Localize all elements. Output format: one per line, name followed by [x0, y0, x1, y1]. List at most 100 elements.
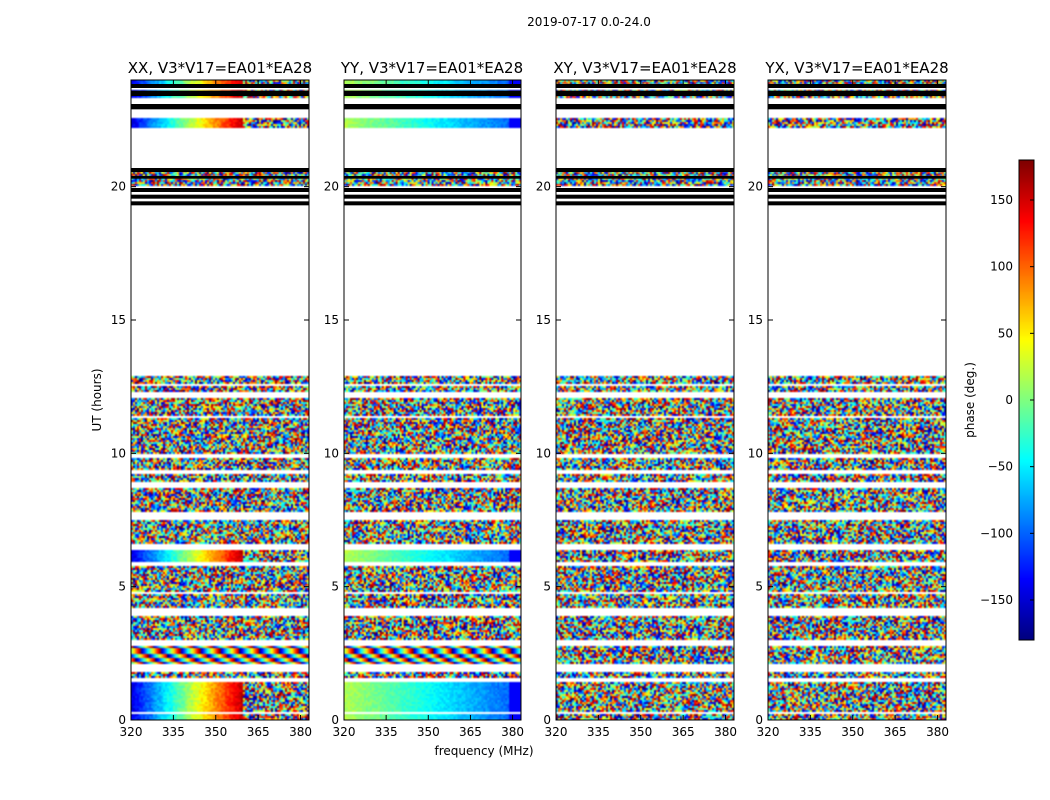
- y-tick-label: 20: [324, 180, 339, 194]
- panel-title-yy: YY, V3*V17=EA01*EA28: [340, 59, 523, 77]
- black-band: [556, 176, 734, 179]
- black-band: [131, 168, 309, 172]
- x-tick-label: 350: [629, 725, 652, 739]
- black-band: [131, 176, 309, 179]
- x-tick-label: 335: [799, 725, 822, 739]
- black-bands-yx: [768, 84, 946, 206]
- panel-xx: XX, V3*V17=EA01*EA28 320 335 350 365 380 0 5 1…: [111, 59, 313, 739]
- x-axis-xx: 320 335 350 365 380: [120, 80, 312, 739]
- black-band: [768, 176, 946, 179]
- black-bands-xx: [131, 84, 309, 206]
- y-tick-label: 15: [536, 313, 551, 327]
- black-band: [131, 84, 309, 88]
- heatmap-xy: [556, 80, 734, 720]
- x-tick-label: 335: [162, 725, 185, 739]
- y-tick-label: 5: [755, 580, 763, 594]
- figure-suptitle: 2019-07-17 0.0-24.0: [527, 15, 651, 29]
- black-band: [556, 84, 734, 88]
- black-band: [768, 84, 946, 88]
- black-band: [344, 194, 521, 199]
- panel-title-yx: YX, V3*V17=EA01*EA28: [764, 59, 948, 77]
- black-band: [344, 201, 521, 206]
- x-tick-label: 320: [757, 725, 780, 739]
- black-band: [556, 188, 734, 192]
- panel-title-xx: XX, V3*V17=EA01*EA28: [128, 59, 312, 77]
- panel-yx: YX, V3*V17=EA01*EA28 320 335 350 365 380 0 5 1…: [748, 59, 949, 739]
- x-tick-label: 365: [459, 725, 482, 739]
- heatmap-xx: [131, 80, 309, 720]
- x-axis-label: frequency (MHz): [434, 744, 533, 758]
- heatmap-yy: [344, 80, 521, 720]
- y-tick-label: 20: [111, 180, 126, 194]
- y-tick-label: 10: [111, 446, 126, 460]
- black-bands-yy: [344, 84, 521, 206]
- y-tick-label: 15: [324, 313, 339, 327]
- colorbar-tick-label: −50: [988, 460, 1013, 474]
- colorbar-tick-label: 100: [990, 260, 1013, 274]
- colorbar-tick-label: 50: [998, 326, 1013, 340]
- black-band: [556, 104, 734, 110]
- x-tick-label: 320: [545, 725, 568, 739]
- black-band: [344, 188, 521, 192]
- black-band: [131, 201, 309, 206]
- y-tick-label: 0: [543, 713, 551, 727]
- x-tick-label: 365: [672, 725, 695, 739]
- y-tick-label: 10: [324, 446, 339, 460]
- x-tick-label: 365: [884, 725, 907, 739]
- x-tick-label: 365: [247, 725, 270, 739]
- x-tick-label: 380: [289, 725, 312, 739]
- colorbar-gradient: [1019, 160, 1034, 640]
- colorbar-tick-label: 150: [990, 193, 1013, 207]
- y-tick-label: 15: [748, 313, 763, 327]
- x-tick-label: 335: [587, 725, 610, 739]
- black-band: [131, 194, 309, 199]
- black-band: [344, 176, 521, 179]
- black-band: [768, 104, 946, 110]
- x-axis-xy: 320 335 350 365 380: [545, 80, 737, 739]
- y-axis-yy: 0 5 10 15 20: [324, 180, 521, 727]
- black-band: [344, 104, 521, 110]
- colorbar-tick-label: −150: [980, 593, 1013, 607]
- y-tick-label: 0: [118, 713, 126, 727]
- x-tick-label: 350: [417, 725, 440, 739]
- y-tick-label: 5: [118, 580, 126, 594]
- x-tick-label: 350: [841, 725, 864, 739]
- y-axis-label: UT (hours): [90, 368, 104, 431]
- y-tick-label: 0: [755, 713, 763, 727]
- y-tick-label: 10: [536, 446, 551, 460]
- y-axis-xy: 0 5 10 15 20: [536, 180, 734, 727]
- colorbar-ticks: 150 100 50 0 −50 −100 −150: [980, 193, 1034, 607]
- black-band: [344, 90, 521, 96]
- black-band: [556, 201, 734, 206]
- colorbar-tick-label: −100: [980, 526, 1013, 540]
- black-bands-xy: [556, 84, 734, 206]
- panel-yy: YY, V3*V17=EA01*EA28 320 335 350 365 380 0 5 1…: [324, 59, 524, 739]
- colorbar-tick-label: 0: [1005, 393, 1013, 407]
- x-axis-yy: 320 335 350 365 380: [333, 80, 524, 739]
- x-tick-label: 320: [120, 725, 143, 739]
- x-tick-label: 320: [333, 725, 356, 739]
- x-tick-label: 380: [926, 725, 949, 739]
- axes-frame-xy: [555, 79, 735, 721]
- y-tick-label: 20: [536, 180, 551, 194]
- black-band: [556, 168, 734, 172]
- black-band: [768, 168, 946, 172]
- panel-xy: XY, V3*V17=EA01*EA28 320 335 350 365 380 0 5 1…: [536, 59, 737, 739]
- axes-frame-xx: [130, 79, 310, 721]
- y-axis-yx: 0 5 10 15 20: [748, 180, 946, 727]
- black-band: [768, 201, 946, 206]
- x-tick-label: 380: [501, 725, 524, 739]
- x-axis-yx: 320 335 350 365 380: [757, 80, 949, 739]
- y-tick-label: 15: [111, 313, 126, 327]
- x-tick-label: 335: [375, 725, 398, 739]
- y-tick-label: 5: [543, 580, 551, 594]
- black-band: [768, 188, 946, 192]
- black-band: [131, 104, 309, 110]
- y-axis-xx: 0 5 10 15 20: [111, 180, 309, 727]
- black-band: [131, 90, 309, 96]
- heatmap-yx: [768, 80, 946, 720]
- black-band: [344, 168, 521, 172]
- panel-title-xy: XY, V3*V17=EA01*EA28: [553, 59, 736, 77]
- black-band: [556, 90, 734, 96]
